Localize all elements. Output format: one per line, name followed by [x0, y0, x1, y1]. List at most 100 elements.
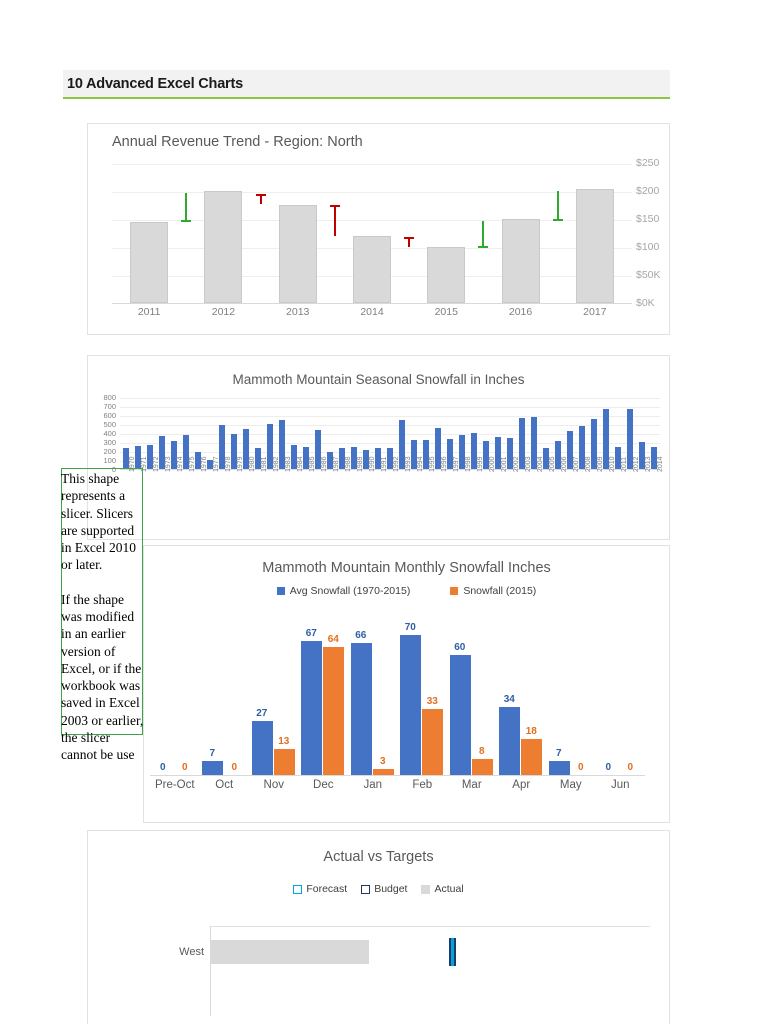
- data-label-snowfall-2015: 3: [379, 756, 386, 767]
- chart-panel-actual-vs-targets[interactable]: Actual vs Targets Forecast Budget Actual W…: [87, 830, 670, 1024]
- bar-seasonal-snowfall[interactable]: [410, 440, 418, 469]
- bar-seasonal-snowfall[interactable]: [326, 451, 334, 469]
- legend-item-actual[interactable]: Actual: [421, 883, 464, 895]
- bar-snowfall-2015[interactable]: [471, 759, 493, 775]
- data-label-avg-snowfall: 27: [256, 708, 268, 719]
- bar-seasonal-snowfall[interactable]: [230, 433, 238, 469]
- legend-item-snowfall-2015[interactable]: Snowfall (2015): [450, 585, 536, 597]
- x-axis-tick-label: 2013: [286, 306, 310, 318]
- bar-snowfall-2015[interactable]: [323, 647, 345, 775]
- bar-avg-snowfall[interactable]: [449, 655, 471, 775]
- chart-panel-annual-revenue[interactable]: Annual Revenue Trend - Region: North $25…: [87, 123, 670, 335]
- bar-seasonal-snowfall[interactable]: [242, 429, 250, 469]
- bar-seasonal-snowfall[interactable]: [278, 420, 286, 469]
- gridline: [112, 192, 632, 193]
- slicer-placeholder-text: This shape represents a slicer. Slicers …: [61, 471, 144, 763]
- x-axis-tick-label: 1985: [309, 456, 316, 472]
- bar-snowfall-2015[interactable]: [372, 769, 394, 775]
- bar-seasonal-snowfall[interactable]: [266, 423, 274, 469]
- bar-seasonal-snowfall[interactable]: [362, 449, 370, 469]
- marker-budget[interactable]: [454, 938, 456, 966]
- legend-item-forecast[interactable]: Forecast: [293, 883, 347, 895]
- bar-seasonal-snowfall[interactable]: [638, 441, 646, 469]
- bar-seasonal-snowfall[interactable]: [434, 428, 442, 469]
- bar-seasonal-snowfall[interactable]: [566, 431, 574, 469]
- bar-seasonal-snowfall[interactable]: [338, 448, 346, 469]
- legend-item-avg-snowfall[interactable]: Avg Snowfall (1970-2015): [276, 585, 410, 597]
- bar-seasonal-snowfall[interactable]: [158, 435, 166, 469]
- bar-revenue[interactable]: [278, 205, 317, 303]
- bar-revenue[interactable]: [353, 235, 391, 303]
- bar-seasonal-snowfall[interactable]: [350, 446, 358, 469]
- bar-seasonal-snowfall[interactable]: [134, 446, 142, 469]
- bar-seasonal-snowfall[interactable]: [578, 426, 586, 469]
- bar-revenue[interactable]: [427, 247, 466, 303]
- bar-seasonal-snowfall[interactable]: [602, 409, 610, 469]
- legend-item-budget[interactable]: Budget: [361, 883, 407, 895]
- chart-panel-seasonal-snowfall[interactable]: Mammoth Mountain Seasonal Snowfall in In…: [87, 355, 670, 540]
- bar-avg-snowfall[interactable]: [350, 643, 372, 775]
- bar-seasonal-snowfall[interactable]: [530, 416, 538, 469]
- x-axis-tick-label: 1982: [273, 456, 280, 472]
- y-axis-tick-label: 400: [103, 429, 116, 438]
- bar-actual[interactable]: [211, 940, 370, 964]
- bar-snowfall-2015[interactable]: [422, 709, 444, 775]
- bar-avg-snowfall[interactable]: [499, 707, 521, 775]
- bar-seasonal-snowfall[interactable]: [218, 424, 226, 469]
- bar-seasonal-snowfall[interactable]: [494, 436, 502, 469]
- bar-seasonal-snowfall[interactable]: [182, 434, 190, 469]
- bar-seasonal-snowfall[interactable]: [506, 437, 514, 469]
- bar-seasonal-snowfall[interactable]: [122, 447, 130, 469]
- bar-seasonal-snowfall[interactable]: [374, 447, 382, 469]
- marker-budget[interactable]: [449, 938, 451, 966]
- bar-seasonal-snowfall[interactable]: [302, 447, 310, 469]
- bar-seasonal-snowfall[interactable]: [590, 418, 598, 469]
- bar-seasonal-snowfall[interactable]: [554, 440, 562, 469]
- x-axis-tick-label: 2013: [645, 456, 652, 472]
- bar-seasonal-snowfall[interactable]: [386, 448, 394, 469]
- bar-seasonal-snowfall[interactable]: [470, 433, 478, 469]
- marker-forecast[interactable]: [449, 938, 455, 966]
- bar-seasonal-snowfall[interactable]: [146, 444, 154, 469]
- bar-revenue[interactable]: [575, 189, 614, 303]
- bar-seasonal-snowfall[interactable]: [542, 448, 550, 469]
- variance-marker-up: [185, 193, 188, 222]
- gridline: [120, 425, 660, 426]
- bar-seasonal-snowfall[interactable]: [458, 434, 466, 469]
- chart-panel-monthly-snowfall[interactable]: Mammoth Mountain Monthly Snowfall Inches…: [143, 545, 670, 823]
- y-axis-tick-label: 800: [103, 393, 116, 402]
- bar-seasonal-snowfall[interactable]: [446, 438, 454, 469]
- bar-revenue[interactable]: [130, 221, 169, 303]
- bar-seasonal-snowfall[interactable]: [254, 448, 262, 469]
- bar-seasonal-snowfall[interactable]: [290, 444, 298, 469]
- bar-seasonal-snowfall[interactable]: [650, 446, 658, 469]
- bar-avg-snowfall[interactable]: [548, 761, 570, 775]
- legend-swatch-icon: [361, 884, 371, 894]
- bar-seasonal-snowfall[interactable]: [518, 417, 526, 469]
- bar-seasonal-snowfall[interactable]: [398, 420, 406, 469]
- bar-avg-snowfall[interactable]: [202, 761, 224, 775]
- bar-revenue[interactable]: [204, 191, 243, 303]
- variance-marker-cap: [329, 205, 340, 208]
- bar-avg-snowfall[interactable]: [301, 641, 323, 775]
- bar-seasonal-snowfall[interactable]: [314, 429, 322, 469]
- bar-seasonal-snowfall[interactable]: [194, 451, 202, 469]
- bar-seasonal-snowfall[interactable]: [482, 441, 490, 469]
- bar-seasonal-snowfall[interactable]: [170, 440, 178, 469]
- bar-avg-snowfall[interactable]: [400, 635, 422, 775]
- bar-seasonal-snowfall[interactable]: [206, 460, 214, 469]
- y-axis-tick-label: $250: [636, 157, 660, 169]
- bar-snowfall-2015[interactable]: [273, 749, 295, 775]
- y-axis-tick-label: $50K: [636, 269, 661, 281]
- x-axis-tick-label: 1988: [345, 456, 352, 472]
- bar-seasonal-snowfall[interactable]: [614, 446, 622, 469]
- bar-seasonal-snowfall[interactable]: [626, 409, 634, 469]
- x-axis-tick-label: Oct: [215, 779, 234, 791]
- bar-revenue[interactable]: [501, 219, 540, 303]
- bar-seasonal-snowfall[interactable]: [422, 439, 430, 469]
- bar-snowfall-2015[interactable]: [521, 739, 543, 775]
- bar-avg-snowfall[interactable]: [251, 721, 273, 775]
- x-axis-tick-label: 2017: [583, 306, 607, 318]
- y-axis-tick-label: 600: [103, 411, 116, 420]
